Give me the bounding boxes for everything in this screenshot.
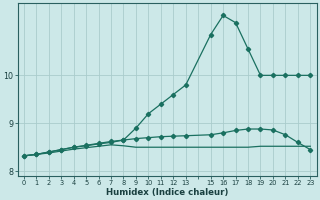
X-axis label: Humidex (Indice chaleur): Humidex (Indice chaleur)	[106, 188, 228, 197]
